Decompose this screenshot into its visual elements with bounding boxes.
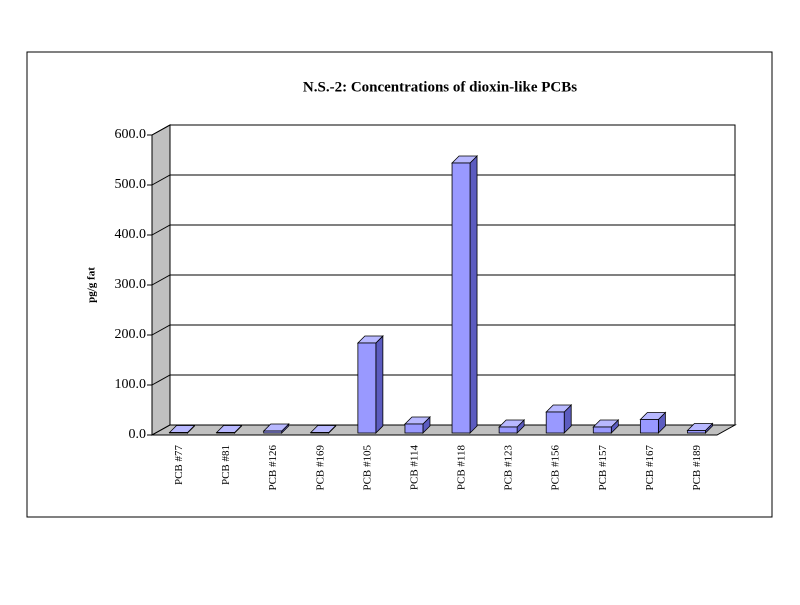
bar	[310, 432, 330, 434]
y-tick-label: 100.0	[115, 377, 147, 392]
bar	[169, 432, 188, 434]
x-tick-label: PCB #156	[550, 445, 562, 491]
x-tick-label: PCB #167	[644, 445, 656, 491]
y-tick-label: 0.0	[129, 427, 147, 442]
grid-line	[151, 374, 735, 386]
bar	[498, 426, 518, 434]
bar	[216, 432, 236, 434]
y-axis-title: pg/g fat	[86, 267, 98, 303]
bar-side	[375, 335, 384, 434]
x-tick-label: PCB #118	[456, 445, 468, 491]
bar-side	[469, 155, 478, 434]
grid-line	[151, 174, 735, 186]
grid-line	[151, 224, 735, 236]
grid-line	[151, 274, 735, 286]
x-tick-label: PCB #169	[314, 445, 326, 491]
bar	[357, 342, 377, 434]
x-tick-label: PCB #189	[691, 445, 703, 491]
x-tick-label: PCB #77	[173, 445, 185, 486]
x-tick-label: PCB #81	[220, 445, 232, 485]
y-tick-label: 200.0	[115, 327, 147, 342]
x-tick-label: PCB #157	[597, 445, 609, 491]
bar	[451, 162, 471, 434]
grid-line	[151, 124, 735, 136]
y-tick-label: 500.0	[115, 177, 147, 192]
bar	[592, 426, 612, 434]
bar	[639, 419, 659, 434]
bar	[545, 411, 565, 434]
y-tick-label: 600.0	[115, 127, 147, 142]
bar	[404, 423, 424, 434]
y-tick-label: 400.0	[115, 227, 147, 242]
bar	[687, 430, 706, 434]
bar	[263, 430, 283, 434]
y-tick-label: 300.0	[115, 277, 147, 292]
x-tick-label: PCB #114	[408, 445, 420, 491]
x-tick-label: PCB #105	[361, 445, 373, 491]
chart-title: N.S.-2: Concentrations of dioxin-like PC…	[303, 79, 577, 95]
x-tick-label: PCB #123	[503, 445, 515, 491]
x-tick-label: PCB #126	[267, 445, 279, 491]
grid-line	[151, 324, 735, 336]
